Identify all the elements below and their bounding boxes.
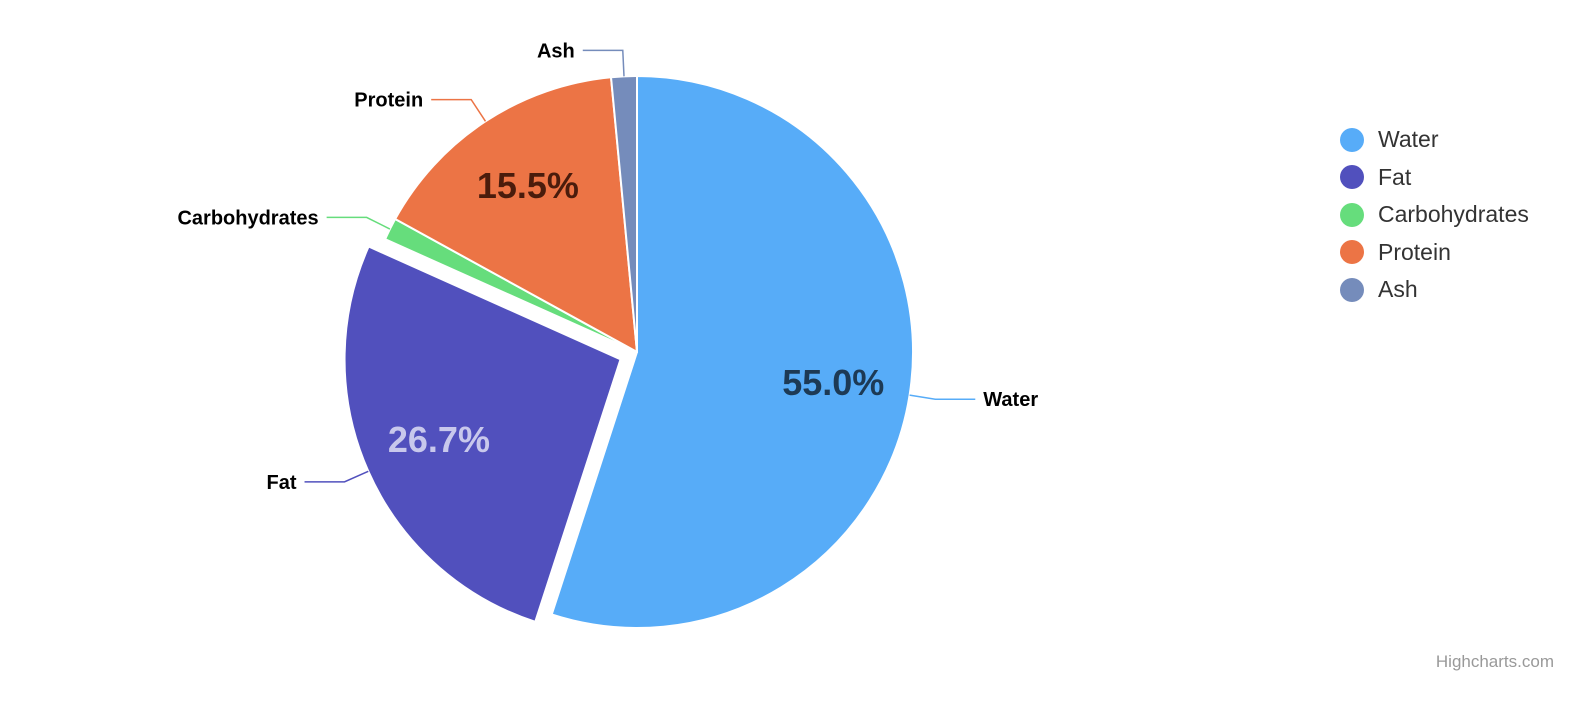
pie-slices (343, 75, 914, 629)
data-label-water: Water (983, 389, 1038, 411)
pie-slice-water[interactable] (550, 75, 914, 629)
legend-symbol (1340, 127, 1364, 152)
credits-link[interactable]: Highcharts.com (1435, 652, 1554, 671)
legend-symbol (1340, 277, 1364, 302)
data-labels: Water 55.0% Fat 26.7% Carbohydrates Protein 15… (177, 40, 1038, 494)
legend: Water Fat Carbohydrates Protein Ash (1340, 121, 1529, 309)
legend-symbol (1340, 202, 1364, 227)
legend-item-fat[interactable]: Fat (1340, 159, 1529, 197)
data-label-protein: Protein (354, 90, 423, 112)
data-label-fat: Fat (267, 472, 297, 494)
legend-label: Fat (1378, 163, 1412, 190)
percent-label-water: 55.0% (782, 362, 884, 403)
legend-label: Ash (1378, 276, 1418, 303)
legend-item-protein[interactable]: Protein (1340, 234, 1529, 272)
label-connectors (304, 49, 976, 483)
connector-carbohydrates (326, 216, 391, 230)
legend-label: Protein (1378, 238, 1451, 265)
connector-fat (304, 470, 369, 483)
legend-item-ash[interactable]: Ash (1340, 271, 1529, 309)
legend-symbol (1340, 165, 1364, 190)
legend-label: Water (1378, 126, 1439, 153)
data-label-carbohydrates: Carbohydrates (177, 207, 318, 229)
legend-item-water[interactable]: Water (1340, 121, 1529, 159)
percent-label-protein: 15.5% (477, 165, 579, 206)
data-label-ash: Ash (537, 40, 575, 62)
legend-symbol (1340, 240, 1364, 265)
connector-water (909, 394, 976, 400)
legend-label: Carbohydrates (1378, 201, 1529, 228)
legend-item-carbohydrates[interactable]: Carbohydrates (1340, 196, 1529, 234)
connector-protein (431, 98, 487, 122)
percent-label-fat: 26.7% (388, 419, 490, 460)
connector-ash (582, 49, 625, 77)
pie-slice-fat[interactable] (343, 245, 622, 623)
